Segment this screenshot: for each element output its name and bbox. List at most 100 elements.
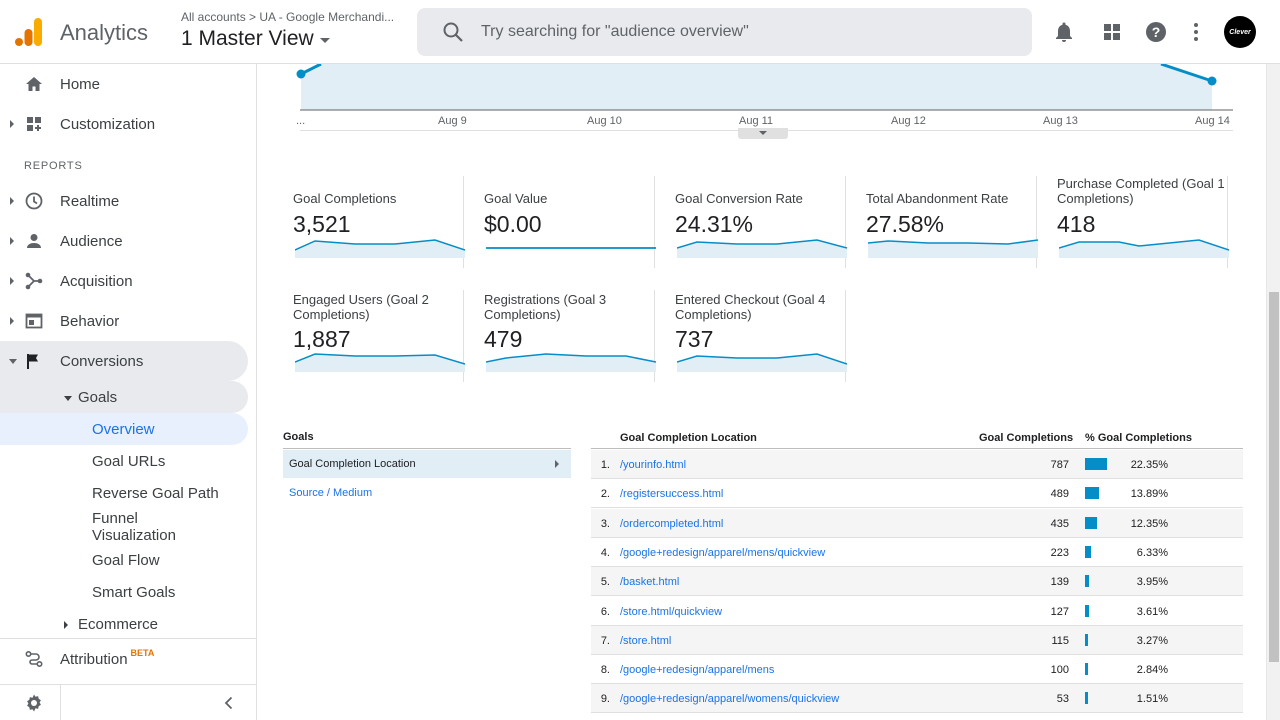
main-content: ... Aug 9 Aug 10 Aug 11 Aug 12 Aug 13 Au… — [273, 64, 1265, 720]
location-link[interactable]: /store.html — [620, 634, 672, 647]
location-link[interactable]: /google+redesign/apparel/womens/quickvie… — [620, 693, 840, 706]
metric-registrations[interactable]: Registrations (Goal 3 Completions) 479 — [464, 290, 656, 382]
notifications-bell-icon[interactable] — [1052, 20, 1076, 44]
metric-value: 418 — [1057, 211, 1096, 237]
trend-chart — [296, 64, 1233, 111]
more-vert-icon[interactable] — [1184, 20, 1208, 44]
goals-option-source-medium[interactable]: Source / Medium — [289, 487, 373, 499]
sidebar-item-goal-urls[interactable]: Goal URLs — [92, 453, 166, 470]
share-percent: 2.84% — [1136, 664, 1168, 677]
sidebar-item-reverse-goal-path[interactable]: Reverse Goal Path — [92, 485, 219, 502]
share-percent: 3.61% — [1136, 605, 1168, 618]
location-link[interactable]: /google+redesign/apparel/mens — [620, 664, 775, 677]
chevron-down-icon — [759, 131, 767, 135]
collapse-arrow-icon — [64, 395, 72, 401]
top-bar: Analytics All accounts > UA - Google Mer… — [0, 0, 1280, 64]
breadcrumb[interactable]: All accounts > UA - Google Merchandi... — [181, 10, 395, 24]
row-number: 8. — [600, 664, 610, 677]
sidebar-item-audience[interactable]: Audience — [0, 221, 257, 261]
share-percent: 6.33% — [1136, 546, 1168, 559]
expand-arrow-icon — [10, 277, 14, 285]
chart-expand-handle[interactable] — [738, 128, 788, 139]
metric-sparkline — [486, 247, 656, 249]
view-selector[interactable]: 1 Master View — [181, 27, 330, 51]
chart-point[interactable] — [296, 69, 306, 79]
sidebar-nav: Home Customization REPORTS Realtime Audi… — [0, 64, 257, 720]
goals-option-completion-location[interactable]: Goal Completion Location — [283, 450, 571, 478]
search-bar[interactable]: Try searching for "audience overview" — [417, 8, 1032, 56]
location-link[interactable]: /registersuccess.html — [620, 488, 724, 501]
x-axis-label: Aug 9 — [438, 115, 467, 127]
sidebar-item-home[interactable]: Home — [0, 64, 257, 104]
metric-goal-conversion-rate[interactable]: Goal Conversion Rate 24.31% — [655, 176, 847, 268]
share-bar — [1085, 545, 1091, 558]
metric-goal-value[interactable]: Goal Value $0.00 — [464, 176, 656, 268]
row-number: 5. — [600, 576, 610, 589]
metric-value: 3,521 — [293, 211, 351, 237]
sidebar-item-acquisition[interactable]: Acquisition — [0, 261, 257, 301]
sidebar-item-ecommerce[interactable]: Ecommerce — [64, 616, 158, 633]
sidebar-item-label: Attribution BETA — [60, 648, 154, 668]
sidebar-item-goals[interactable]: Goals — [64, 389, 117, 406]
column-header-completions[interactable]: Goal Completions — [979, 432, 1074, 444]
acquisition-icon — [25, 272, 43, 290]
x-axis-label: Aug 14 — [1195, 115, 1230, 127]
share-bar — [1085, 516, 1097, 529]
page-scrollbar[interactable] — [1266, 64, 1280, 720]
completions-value: 787 — [1050, 459, 1069, 471]
collapse-sidebar-chevron-icon[interactable] — [222, 695, 236, 711]
account-avatar[interactable]: Clever — [1224, 16, 1256, 48]
analytics-logo-icon[interactable] — [15, 16, 43, 48]
metric-engaged-users[interactable]: Engaged Users (Goal 2 Completions) 1,887 — [273, 290, 465, 382]
home-icon — [26, 77, 42, 91]
metric-purchase-completed[interactable]: Purchase Completed (Goal 1 Completions) … — [1037, 176, 1229, 268]
location-link[interactable]: /ordercompleted.html — [620, 517, 724, 530]
table-row: 6. /store.html/quickview 127 3.61% — [591, 597, 1243, 626]
row-number: 2. — [600, 488, 610, 501]
chart-point[interactable] — [1207, 76, 1217, 86]
metric-entered-checkout[interactable]: Entered Checkout (Goal 4 Completions) 73… — [655, 290, 847, 382]
apps-grid-icon[interactable] — [1100, 20, 1124, 44]
sidebar-item-label: Ecommerce — [78, 616, 159, 633]
settings-gear-icon[interactable] — [24, 693, 44, 713]
completions-value: 127 — [1050, 605, 1069, 618]
metric-total-abandonment-rate[interactable]: Total Abandonment Rate 27.58% — [846, 176, 1038, 268]
sidebar-item-label: Goals — [78, 389, 118, 406]
divider — [591, 448, 1243, 449]
sidebar-item-attribution[interactable]: Attribution BETA — [0, 639, 257, 679]
share-bar — [1085, 458, 1107, 470]
share-percent: 1.51% — [1136, 693, 1168, 706]
sidebar-item-behavior[interactable]: Behavior — [0, 301, 257, 341]
overview-highlight — [0, 413, 248, 445]
metric-goal-completions[interactable]: Goal Completions 3,521 — [273, 176, 465, 268]
goals-option-label: Goal Completion Location — [289, 458, 416, 470]
completions-value: 53 — [1056, 693, 1069, 706]
metric-title: Goal Completions — [293, 191, 397, 206]
column-header-pct[interactable]: % Goal Completions — [1085, 432, 1192, 444]
column-header-location[interactable]: Goal Completion Location — [620, 432, 757, 444]
x-axis-label: Aug 13 — [1043, 115, 1078, 127]
location-link[interactable]: /basket.html — [620, 576, 680, 589]
location-link[interactable]: /yourinfo.html — [620, 459, 687, 471]
expand-arrow-icon — [10, 317, 14, 325]
sidebar-item-customization[interactable]: Customization — [0, 104, 257, 144]
help-icon[interactable]: ? — [1144, 20, 1168, 44]
sidebar-item-smart-goals[interactable]: Smart Goals — [92, 584, 176, 601]
sidebar-item-conversions[interactable]: Conversions — [0, 341, 248, 381]
completions-value: 489 — [1050, 488, 1069, 501]
sidebar-item-label: Behavior — [60, 312, 120, 330]
share-bar — [1085, 663, 1088, 676]
metric-sparkline — [868, 239, 1038, 258]
sidebar-item-overview[interactable]: Overview — [92, 421, 155, 438]
location-link[interactable]: /google+redesign/apparel/mens/quickview — [620, 546, 826, 559]
table-row: 2. /registersuccess.html 489 13.89% — [591, 479, 1243, 509]
metric-title: Purchase Completed (Goal 1 Completions) — [1057, 176, 1225, 206]
sidebar-item-goal-flow[interactable]: Goal Flow — [92, 552, 160, 569]
sidebar-item-funnel-visualization[interactable]: Funnel Visualization — [92, 510, 176, 544]
sidebar-item-realtime[interactable]: Realtime — [0, 181, 257, 221]
share-bar — [1085, 633, 1088, 646]
location-link[interactable]: /store.html/quickview — [620, 605, 723, 618]
scrollbar-thumb[interactable] — [1269, 292, 1279, 662]
metric-title: Total Abandonment Rate — [866, 191, 1009, 206]
browser-window-icon — [25, 313, 43, 329]
